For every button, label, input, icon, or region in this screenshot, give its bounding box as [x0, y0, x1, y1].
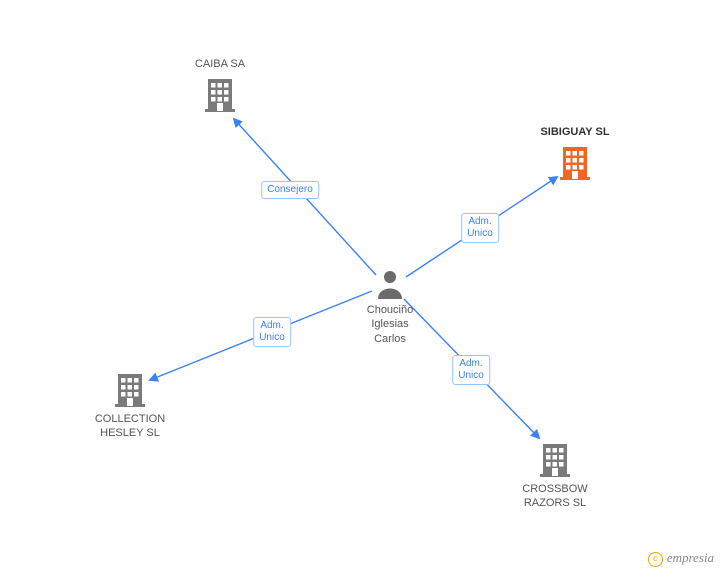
edge-label: Adm. Unico: [461, 213, 499, 243]
edge-label: Adm. Unico: [253, 317, 291, 347]
copyright-icon: c: [648, 552, 663, 567]
edge-label: Adm. Unico: [452, 355, 490, 385]
building-icon: [540, 444, 570, 477]
edge-label: Consejero: [261, 181, 319, 199]
building-label: SIBIGUAY SL: [540, 125, 609, 139]
watermark-text: empresia: [667, 550, 714, 565]
building-label: CROSSBOW RAZORS SL: [522, 482, 587, 511]
building-label: CAIBA SA: [195, 57, 245, 71]
building-icon: [115, 374, 145, 407]
edges-svg: [0, 0, 728, 575]
person-icon: [378, 271, 402, 299]
building-icon: [205, 79, 235, 112]
building-icon: [560, 147, 590, 180]
watermark: c empresia: [648, 550, 714, 567]
person-label: Chouciño Iglesias Carlos: [367, 303, 413, 346]
diagram-canvas: Consejero Adm. Unico Adm. Unico Adm. Unico C…: [0, 0, 728, 575]
building-label: COLLECTION HESLEY SL: [95, 412, 165, 441]
